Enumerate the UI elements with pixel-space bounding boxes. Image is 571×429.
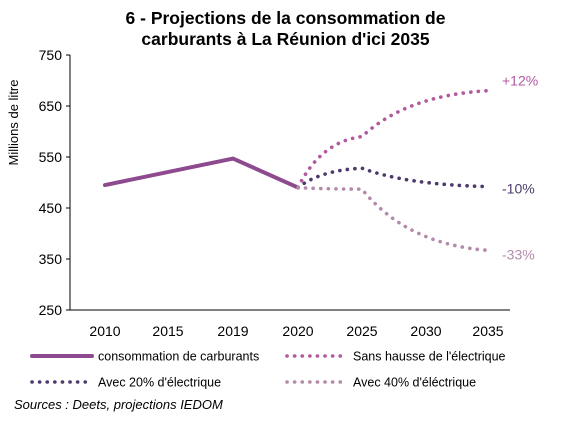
series-line-3 <box>296 166 490 190</box>
x-tick-label: 2015 <box>152 323 183 339</box>
x-tick-label: 2030 <box>410 323 441 339</box>
series-layer <box>103 88 490 253</box>
legend-label-4: Avec 40% d'éléctrique <box>353 376 476 390</box>
legend-label-1: consommation de carburants <box>98 350 259 364</box>
series-end-label-3: -10% <box>502 181 535 197</box>
chart-title: 6 - Projections de la consommation de ca… <box>0 8 571 50</box>
chart-title-line-2: carburants à La Réunion d'ici 2035 <box>141 29 430 49</box>
y-tick-label: 750 <box>39 47 63 63</box>
x-tick-label: 2010 <box>89 323 120 339</box>
y-tick-label: 350 <box>39 251 63 267</box>
y-tick-label: 250 <box>39 302 63 318</box>
legend: consommation de carburants Sans hausse de… <box>30 350 506 390</box>
source-note: Sources : Deets, projections IEDOM <box>14 397 223 412</box>
series-line-4 <box>296 185 490 253</box>
series-line-2 <box>296 88 490 190</box>
chart-title-line-1: 6 - Projections de la consommation de <box>125 8 446 28</box>
y-tick-label: 650 <box>39 98 63 114</box>
x-tick-label: 2020 <box>282 323 313 339</box>
chart-axes: 250 350 450 550 650 750 2010 2015 2019 2020 2025 20… <box>6 47 510 339</box>
legend-label-3: Avec 20% d'électrique <box>98 376 221 390</box>
y-tick-label: 550 <box>39 149 63 165</box>
x-tick-label: 2025 <box>346 323 377 339</box>
y-tick-label: 450 <box>39 200 63 216</box>
x-tick-label: 2019 <box>217 323 248 339</box>
y-axis-label: Millions de litre <box>6 80 21 166</box>
end-labels: +12% -10% -33% <box>502 73 538 263</box>
series-end-label-4: -33% <box>502 246 535 262</box>
series-end-label-2: +12% <box>502 73 538 89</box>
legend-label-2: Sans hausse de l'électrique <box>353 350 506 364</box>
x-tick-label: 2035 <box>472 323 503 339</box>
series-line-1 <box>103 156 300 190</box>
